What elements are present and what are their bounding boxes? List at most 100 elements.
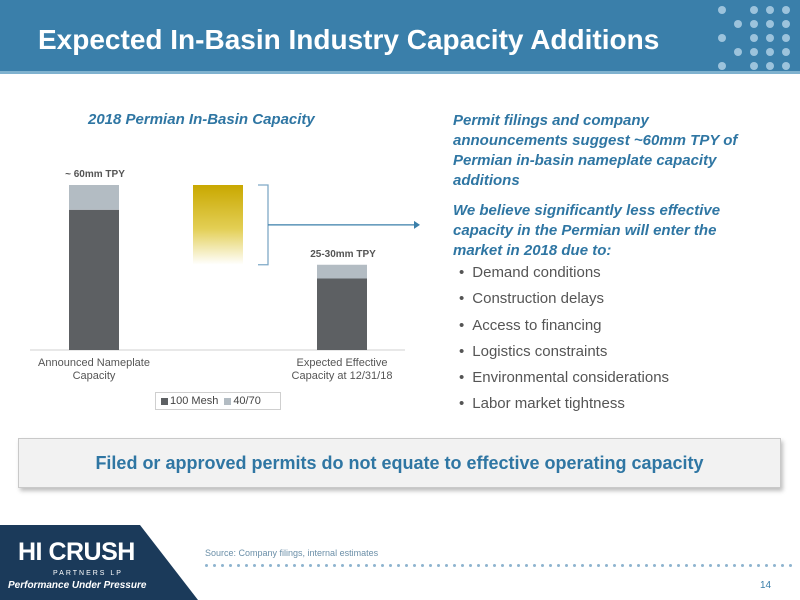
list-item: Labor market tightness — [459, 394, 669, 420]
decor-dot — [766, 20, 774, 28]
bracket-line — [258, 184, 269, 266]
footer-dot — [629, 564, 632, 567]
footer-dot — [245, 564, 248, 567]
footer-dot — [477, 564, 480, 567]
bar-40-70 — [317, 264, 367, 279]
title-bar: Expected In-Basin Industry Capacity Addi… — [0, 0, 800, 74]
legend-swatch-100-mesh — [161, 397, 168, 405]
decor-dot — [750, 20, 758, 28]
difference-bar — [193, 185, 243, 265]
footer-dot — [341, 564, 344, 567]
footer-dot — [565, 564, 568, 567]
footer-dot — [661, 564, 664, 567]
chart-legend: 100 Mesh 40/70 — [155, 392, 281, 410]
footer-dot — [277, 564, 280, 567]
footer-dot — [597, 564, 600, 567]
footer-dot — [733, 564, 736, 567]
footer-dot — [253, 564, 256, 567]
footer-dot — [517, 564, 520, 567]
footer-dot — [573, 564, 576, 567]
footer-dot — [549, 564, 552, 567]
list-item: Environmental considerations — [459, 368, 669, 394]
footer-dot — [365, 564, 368, 567]
decor-dot — [718, 34, 726, 42]
decor-dot — [718, 62, 726, 70]
slide-title: Expected In-Basin Industry Capacity Addi… — [38, 24, 660, 55]
decor-dot — [782, 48, 790, 56]
permit-paragraph: Permit filings and company announcements… — [453, 112, 738, 189]
legend-label-100-mesh: 100 Mesh — [170, 395, 219, 407]
footer-dot — [301, 564, 304, 567]
footer-dot — [421, 564, 424, 567]
legend-item-40-70: 40/70 — [224, 395, 261, 407]
footer-dot — [773, 564, 776, 567]
footer-dot — [205, 564, 208, 567]
footer-dot — [485, 564, 488, 567]
footer-dot — [405, 564, 408, 567]
decor-dot — [750, 48, 758, 56]
decor-dot — [750, 62, 758, 70]
legend-swatch-40-70 — [224, 397, 232, 405]
footer-dot — [613, 564, 616, 567]
footer-dot — [749, 564, 752, 567]
footer-dot — [693, 564, 696, 567]
footer-dot — [717, 564, 720, 567]
footer-dot — [237, 564, 240, 567]
footer-dot — [437, 564, 440, 567]
footer-dot — [261, 564, 264, 567]
decor-dot — [766, 62, 774, 70]
footer-dot — [701, 564, 704, 567]
reasons-list: Demand conditions Construction delays Ac… — [459, 263, 669, 421]
footer-dot — [541, 564, 544, 567]
footer-dot — [285, 564, 288, 567]
category-label: Announced Nameplate — [38, 357, 150, 369]
logo-text: HI CRUSH — [18, 538, 135, 566]
footer-dot — [493, 564, 496, 567]
page-number: 14 — [760, 580, 772, 591]
footer-dot — [373, 564, 376, 567]
footer-dot — [757, 564, 760, 567]
logo-tagline: Performance Under Pressure — [8, 580, 147, 591]
decor-dot — [750, 6, 758, 14]
footer-dot — [501, 564, 504, 567]
legend-label-40-70: 40/70 — [233, 395, 261, 407]
footer-dot — [333, 564, 336, 567]
decor-dot — [750, 34, 758, 42]
footer-dot — [653, 564, 656, 567]
footer-dot — [557, 564, 560, 567]
callout-text: Filed or approved permits do not equate … — [95, 452, 704, 473]
list-item: Demand conditions — [459, 263, 669, 289]
footer-dot — [685, 564, 688, 567]
list-item: Logistics constraints — [459, 342, 669, 368]
footer-dot — [357, 564, 360, 567]
decor-dot — [766, 34, 774, 42]
decor-dot — [782, 6, 790, 14]
footer-dot — [229, 564, 232, 567]
footer-dot — [309, 564, 312, 567]
footer-dot — [677, 564, 680, 567]
logo-subtext: PARTNERS LP — [53, 570, 123, 577]
footer-dot — [781, 564, 784, 567]
footer-dot — [789, 564, 792, 567]
footer-dot — [445, 564, 448, 567]
bar-total-label: ~ 60mm TPY — [65, 169, 125, 180]
footer-dot — [533, 564, 536, 567]
footer-dot — [413, 564, 416, 567]
footer-dot — [269, 564, 272, 567]
footer-dot — [317, 564, 320, 567]
list-item: Construction delays — [459, 289, 669, 315]
footer-dot — [381, 564, 384, 567]
decorative-dots — [710, 0, 800, 72]
footer-dot — [509, 564, 512, 567]
footer-dot — [213, 564, 216, 567]
footer-dot — [429, 564, 432, 567]
bar-100-mesh — [317, 278, 367, 350]
footer-dot — [453, 564, 456, 567]
decor-dot — [766, 6, 774, 14]
decor-dot — [734, 20, 742, 28]
footer-dotted-line — [205, 564, 795, 568]
footer-dot — [325, 564, 328, 567]
footer-dot — [709, 564, 712, 567]
decor-dot — [718, 6, 726, 14]
